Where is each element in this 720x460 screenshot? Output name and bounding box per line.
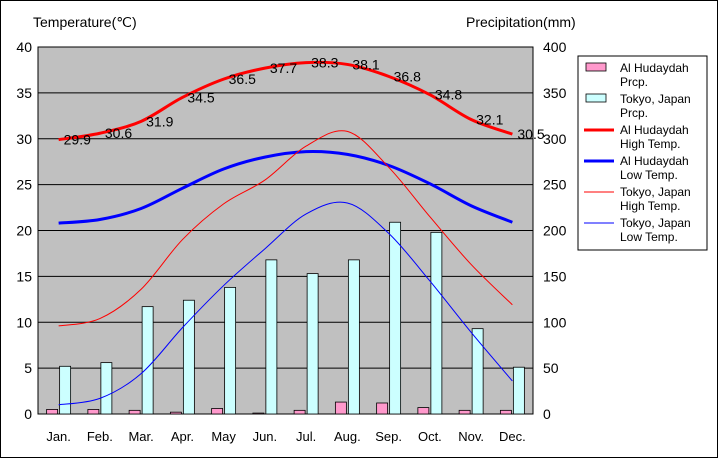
right-tick-label: 250 [543, 177, 567, 193]
left-tick-label: 20 [16, 223, 32, 239]
line-al-hudaydah-low [58, 149, 513, 225]
bar-tokyo-prcp [59, 365, 72, 415]
line-al-hudaydah-high [58, 60, 513, 142]
x-tick-label: Jan. [46, 429, 71, 444]
legend-label-line1: Tokyo, Japan [620, 92, 691, 106]
bar-tokyo-prcp [224, 286, 237, 415]
legend-label-line1: Tokyo, Japan [620, 216, 691, 230]
bar-al-hudaydah-prcp [211, 408, 224, 415]
right-tick-label: 150 [543, 268, 567, 284]
data-label: 32.1 [476, 111, 503, 127]
data-label: 30.6 [105, 125, 132, 141]
data-label: 31.9 [146, 113, 173, 129]
right-axis-title: Precipitation(mm) [466, 14, 576, 30]
x-tick-label: Apr. [171, 429, 194, 444]
legend-label-line1: Al Hudaydah [620, 154, 689, 168]
x-tick-label: Oct. [418, 429, 442, 444]
x-tick-label: May [211, 429, 236, 444]
bar-tokyo-prcp [306, 273, 319, 415]
bar-al-hudaydah-prcp [46, 409, 59, 415]
legend-label-line2: Low Temp. [620, 230, 678, 244]
bar-al-hudaydah-prcp [376, 402, 389, 415]
left-tick-label: 10 [16, 314, 32, 330]
data-label: 38.3 [311, 55, 338, 71]
left-tick-label: 30 [16, 131, 32, 147]
left-tick-label: 0 [24, 406, 32, 422]
bar-al-hudaydah-prcp [252, 412, 265, 415]
data-label: 37.7 [270, 60, 297, 76]
left-tick-label: 15 [16, 268, 32, 284]
legend-label-line2: Prcp. [620, 75, 648, 89]
bar-tokyo-prcp [100, 362, 113, 415]
right-tick-label: 350 [543, 85, 567, 101]
right-tick-label: 100 [543, 314, 567, 330]
line-tokyo-low [58, 201, 513, 406]
left-tick-label: 25 [16, 177, 32, 193]
right-tick-label: 400 [543, 39, 567, 55]
right-tick-label: 0 [543, 406, 551, 422]
x-tick-label: Jun. [253, 429, 278, 444]
data-label: 38.1 [352, 56, 379, 72]
left-tick-label: 5 [24, 360, 32, 376]
legend-label-line2: High Temp. [620, 199, 680, 213]
data-label: 36.5 [229, 71, 256, 87]
bar-tokyo-prcp [141, 306, 154, 415]
bar-al-hudaydah-prcp [334, 401, 347, 415]
x-tick-label: Sep. [375, 429, 402, 444]
bar-al-hudaydah-prcp [87, 409, 100, 415]
line-tokyo-high [58, 130, 513, 327]
x-tick-label: Feb. [87, 429, 113, 444]
bar-al-hudaydah-prcp [458, 409, 471, 415]
legend-swatch [585, 93, 607, 103]
legend-label-line2: Low Temp. [620, 168, 678, 182]
data-label: 29.9 [64, 132, 91, 148]
bar-tokyo-prcp [347, 259, 360, 415]
bar-tokyo-prcp [430, 231, 443, 415]
data-label: 36.8 [394, 68, 421, 84]
bar-al-hudaydah-prcp [417, 407, 430, 415]
right-tick-label: 50 [543, 360, 559, 376]
x-tick-label: Jul. [296, 429, 316, 444]
legend-label-line2: Prcp. [620, 106, 648, 120]
x-tick-label: Aug. [334, 429, 361, 444]
bar-tokyo-prcp [512, 366, 525, 415]
right-tick-label: 300 [543, 131, 567, 147]
x-tick-label: Nov. [458, 429, 484, 444]
left-tick-label: 40 [16, 39, 32, 55]
plot-area: 0510152025303540050100150200250300350400… [16, 39, 566, 444]
legend-label-line1: Al Hudaydah [620, 61, 689, 75]
legend-box [577, 55, 708, 251]
legend-label-line1: Al Hudaydah [620, 123, 689, 137]
right-tick-label: 200 [543, 223, 567, 239]
bar-al-hudaydah-prcp [499, 409, 512, 415]
x-tick-label: Mar. [128, 429, 153, 444]
legend-label-line1: Tokyo, Japan [620, 185, 691, 199]
bar-al-hudaydah-prcp [293, 409, 306, 415]
bar-al-hudaydah-prcp [169, 411, 182, 415]
bar-tokyo-prcp [265, 259, 278, 415]
bar-tokyo-prcp [182, 299, 195, 415]
legend-swatch [585, 62, 607, 72]
left-tick-label: 35 [16, 85, 32, 101]
data-label: 34.8 [435, 87, 462, 103]
x-tick-label: Dec. [499, 429, 526, 444]
legend-label-line2: High Temp. [620, 137, 680, 151]
bar-tokyo-prcp [471, 328, 484, 415]
data-label: 34.5 [187, 89, 214, 105]
left-axis-title: Temperature(℃) [33, 14, 137, 30]
data-label: 30.5 [517, 126, 544, 142]
bar-tokyo-prcp [389, 221, 402, 415]
bar-al-hudaydah-prcp [128, 409, 141, 415]
